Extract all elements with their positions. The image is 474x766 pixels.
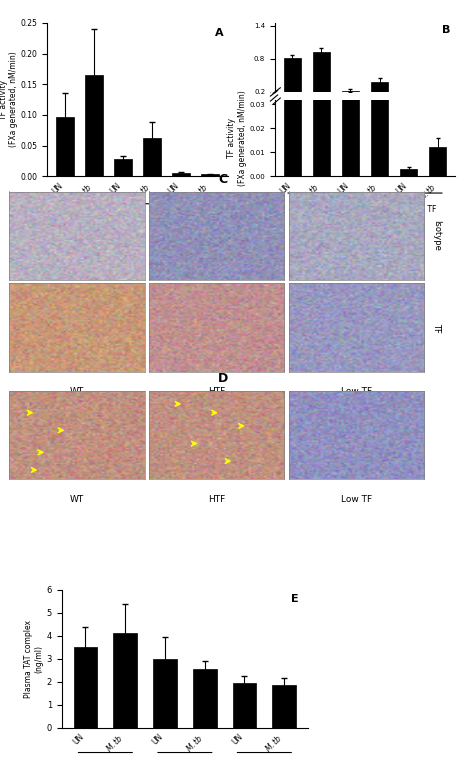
Text: WT: WT [73,222,85,231]
Bar [313,0,330,176]
Text: Low TF: Low TF [341,495,372,503]
Bar [400,169,417,176]
Text: HTF: HTF [130,222,145,231]
Bar [73,647,97,728]
Text: WT: WT [301,205,313,214]
Text: Low TF: Low TF [341,388,372,396]
Text: E: E [291,594,299,604]
Text: WT: WT [70,495,84,503]
Text: D: D [218,372,228,385]
Text: Low TF: Low TF [182,222,209,231]
Bar [371,0,388,176]
Text: B: B [442,25,451,35]
Bar [85,75,102,176]
Text: TF: TF [432,322,441,332]
Bar [56,116,73,176]
Bar [114,159,132,176]
Y-axis label: TF activity
(FXa generated, nM/min): TF activity (FXa generated, nM/min) [0,51,18,147]
Bar [371,82,388,103]
Bar [429,147,447,176]
Bar [342,91,359,103]
Bar [233,683,256,728]
Text: A: A [215,28,224,38]
Bar [143,138,161,176]
Bar [273,686,296,728]
Bar [193,669,217,728]
Y-axis label: TF activity
(FXa generated, nM/min): TF activity (FXa generated, nM/min) [227,90,246,185]
Bar [113,633,137,728]
Bar [201,175,219,176]
Bar [283,0,301,176]
Text: HTF: HTF [208,495,226,503]
Bar [173,173,190,176]
Bar [283,57,301,103]
Bar [342,0,359,176]
Text: Low TF: Low TF [410,205,436,214]
Bar [313,52,330,103]
Bar [153,659,177,728]
Text: Isotype: Isotype [432,220,441,251]
Text: C: C [218,173,228,186]
Y-axis label: Plasma TAT complex
(ng/ml): Plasma TAT complex (ng/ml) [24,620,44,698]
Text: HTF: HTF [357,205,373,214]
Text: WT: WT [70,388,84,396]
Text: HTF: HTF [208,388,226,396]
